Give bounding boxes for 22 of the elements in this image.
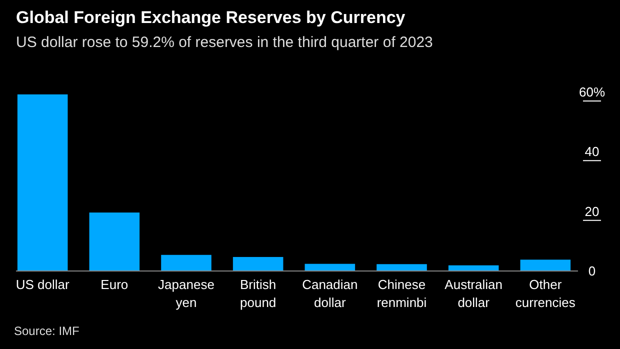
x-tick-label: US dollar (16, 277, 70, 292)
y-tick-label: 20 (584, 204, 600, 219)
y-tick-label: 40 (584, 144, 600, 160)
bar (520, 260, 571, 271)
chart-title: Global Foreign Exchange Reserves by Currency (16, 8, 406, 27)
x-tick-label: British pound (240, 277, 276, 310)
bar (89, 212, 140, 271)
bar (304, 264, 356, 271)
x-tick-label: Australian dollar (444, 277, 502, 310)
chart-subtitle: US dollar rose to 59.2% of reserves in the third quarter of 2023 (16, 34, 433, 51)
x-tick-label: Euro (100, 277, 128, 292)
y-tick-label: 60% (578, 84, 606, 100)
x-tick-label: Chinese renminbi (376, 277, 427, 310)
x-tick-label: Canadian dollar (302, 277, 358, 310)
y-tick-label: 0 (588, 264, 596, 278)
x-tick-label: Other currencies (515, 277, 576, 310)
bar (161, 254, 212, 271)
x-tick-label: Japanese yen (158, 277, 214, 310)
bar (232, 256, 284, 271)
source-note: Source: IMF (14, 324, 80, 338)
bar (17, 94, 68, 271)
bar (376, 264, 427, 271)
